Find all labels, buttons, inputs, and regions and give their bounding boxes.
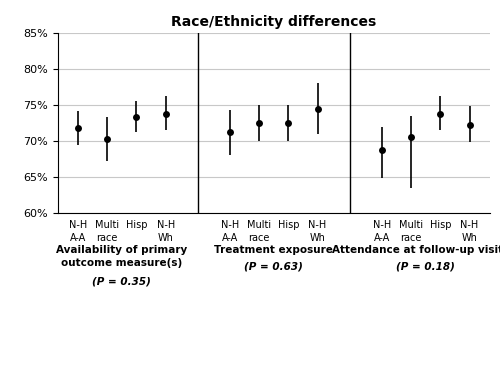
Text: N-H
Wh: N-H Wh [308,220,326,243]
Text: (P = 0.35): (P = 0.35) [92,276,151,286]
Text: N-H
Wh: N-H Wh [156,220,175,243]
Text: (P = 0.18): (P = 0.18) [396,262,455,272]
Text: Multi
race: Multi race [399,220,423,243]
Text: Multi
race: Multi race [247,220,271,243]
Text: N-H
Wh: N-H Wh [460,220,478,243]
Text: N-H
A-A: N-H A-A [372,220,391,243]
Text: Attendance at follow-up visit(s): Attendance at follow-up visit(s) [332,245,500,255]
Text: N-H
A-A: N-H A-A [221,220,239,243]
Text: Multi
race: Multi race [95,220,119,243]
Text: N-H
A-A: N-H A-A [69,220,87,243]
Text: Hisp: Hisp [126,220,147,230]
Text: Availability of primary
outcome measure(s): Availability of primary outcome measure(… [56,245,188,268]
Text: Hisp: Hisp [430,220,451,230]
Text: Hisp: Hisp [278,220,299,230]
Text: Treatment exposure: Treatment exposure [214,245,333,255]
Title: Race/Ethnicity differences: Race/Ethnicity differences [171,15,376,29]
Text: (P = 0.63): (P = 0.63) [244,262,303,272]
